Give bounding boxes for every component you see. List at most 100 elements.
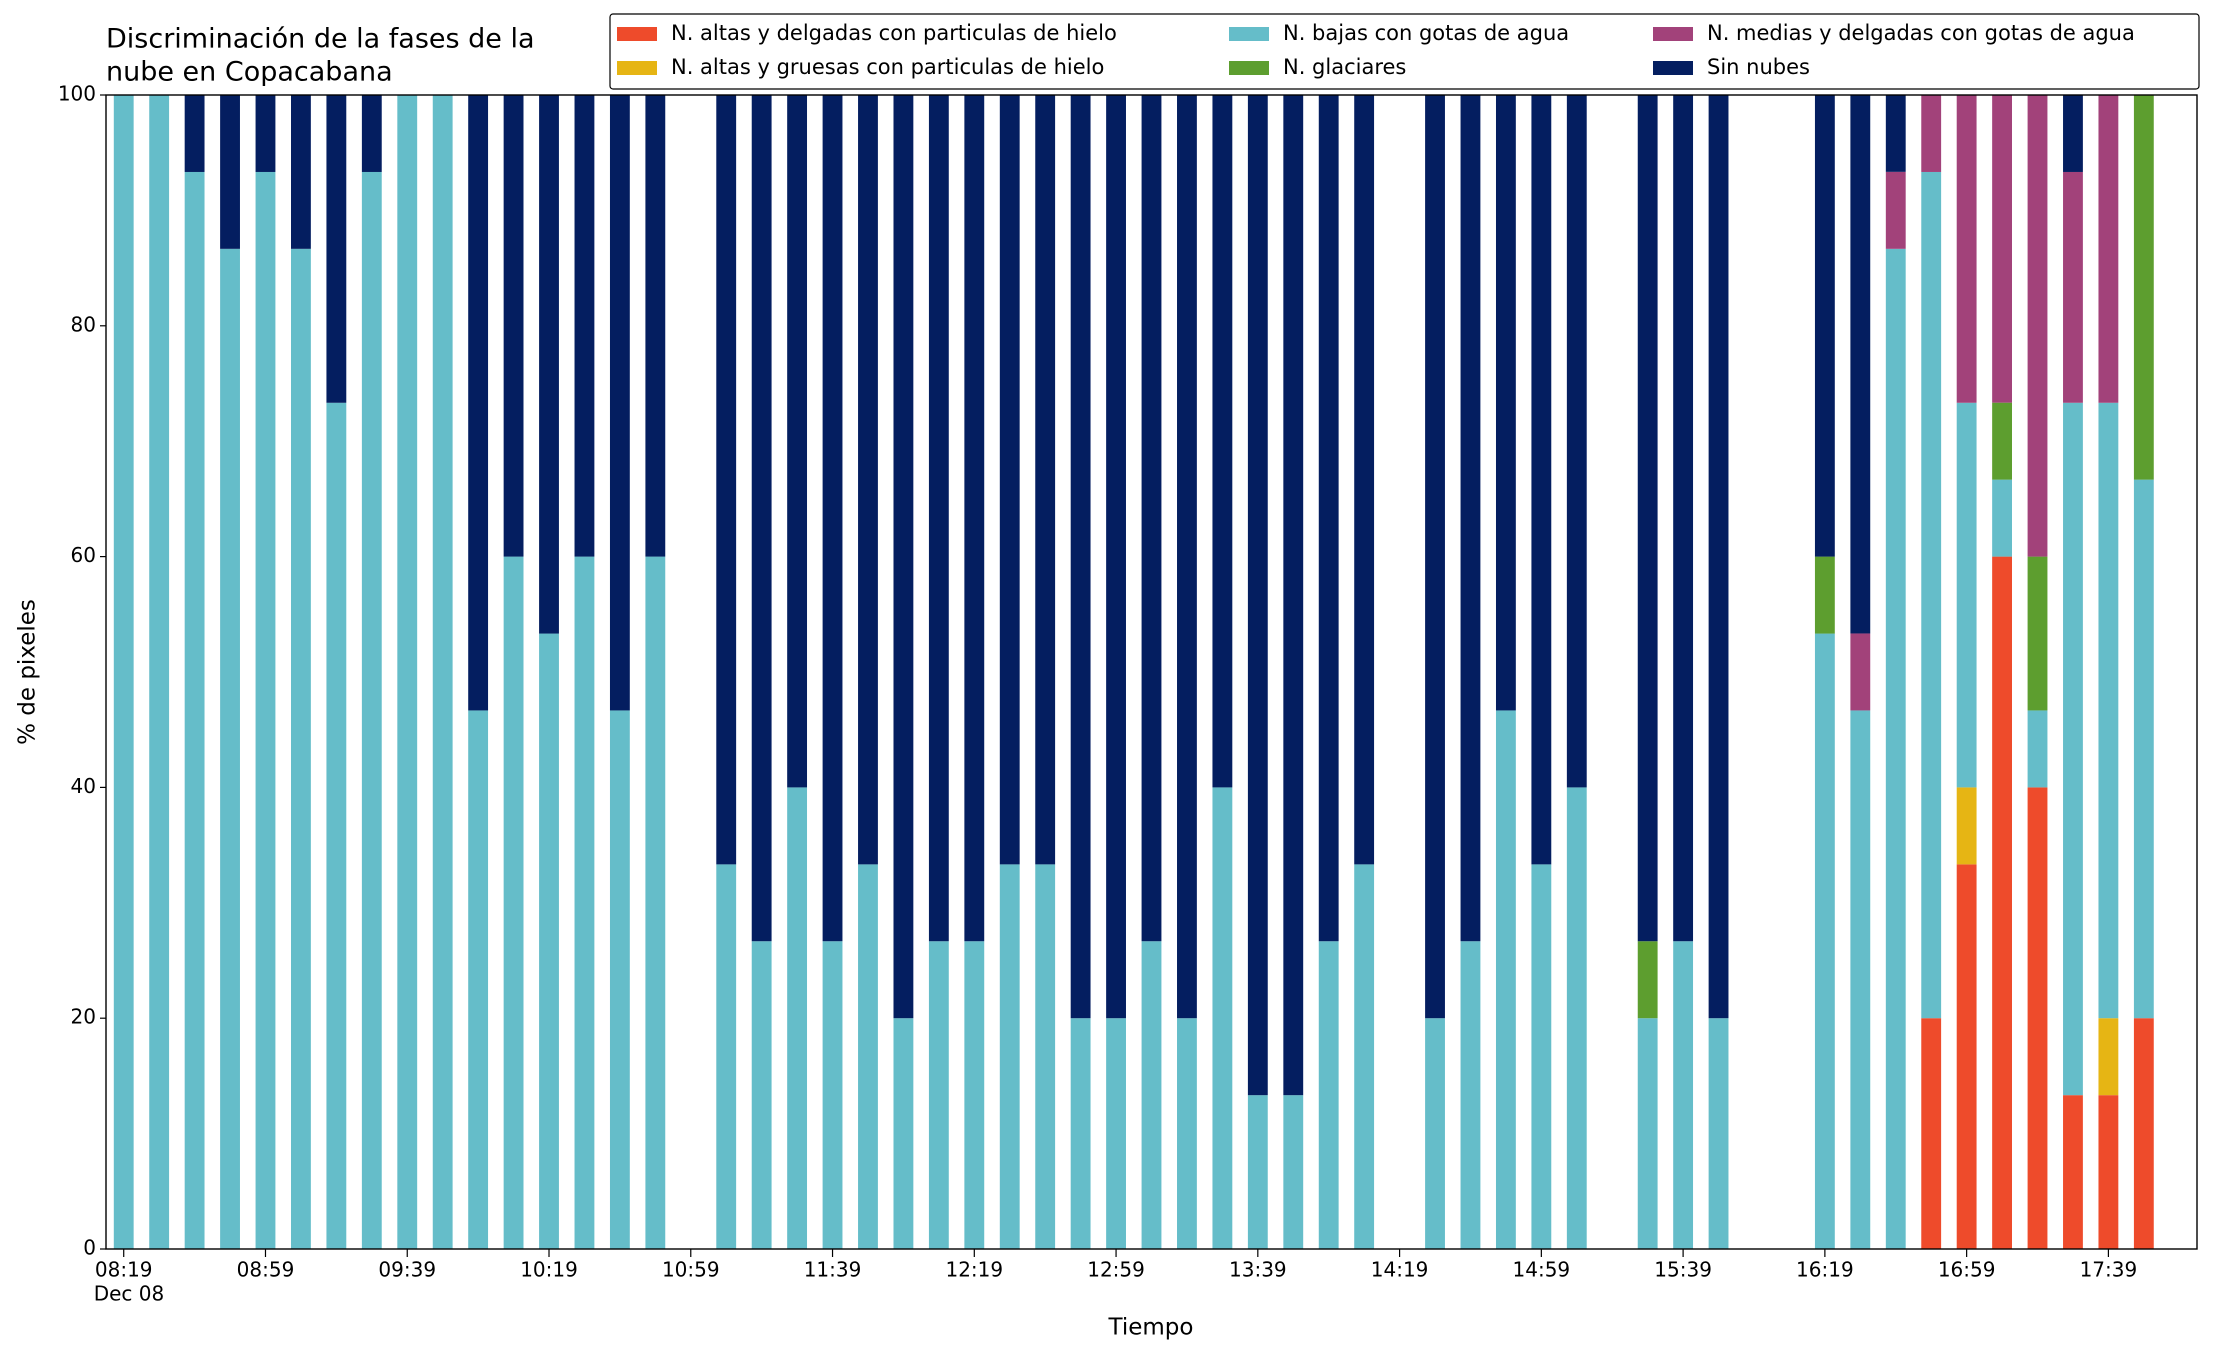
bar-segment [716,864,737,1249]
bar-segment [255,95,276,172]
bar-segment [1035,95,1056,865]
bar-segment [1460,941,1481,1249]
bar-segment [2063,95,2083,172]
bar-segment [1460,95,1481,942]
bar-segment [184,171,205,1249]
bar-segment [822,941,843,1249]
bar-segment [2027,95,2048,557]
x-axis-label: Tiempo [1108,1315,1194,1341]
bar-segment [1354,95,1375,865]
bar-segment [397,95,418,1249]
y-tick-label: 100 [58,82,96,106]
bar-segment [1141,941,1162,1249]
bar-segment [1177,95,1197,1019]
bar-segment [1141,95,1162,942]
x-tick-label: 14:59 [1513,1258,1571,1282]
bar-segment [1992,556,2012,1249]
x-tick-label: 08:59 [237,1258,295,1282]
bar-segment [1637,941,1658,1019]
bar-segment [291,95,311,249]
x-tick-label: 08:19 [95,1258,153,1282]
bar-segment [2098,1018,2119,1096]
bar-segment [1425,95,1445,1019]
bar-segment [1283,1095,1304,1249]
bar-segment [893,1018,914,1249]
bar-segment [787,787,808,1249]
x-tick-label: 11:39 [804,1258,862,1282]
bar-segment [609,95,630,711]
legend-label: N. glaciares [1283,55,1406,79]
bar-segment [1885,248,1906,1250]
bar-segment [1708,95,1729,1019]
bar-segment [1283,95,1304,1096]
bar-segment [1106,95,1126,1019]
legend-swatch [617,27,657,41]
bar-segment [1992,402,2012,480]
bar-segment [1814,95,1835,557]
bar-segment [858,95,878,865]
bar-segment [1318,941,1339,1249]
y-tick-label: 40 [71,774,96,798]
bar-segment [645,556,666,1249]
bar-segment [1354,864,1375,1249]
y-tick-label: 0 [83,1236,96,1260]
bar-segment [2027,556,2048,711]
bar-segment [609,710,630,1249]
bar-segment [2133,479,2154,1019]
bar-segment [1531,95,1552,865]
bar-segment [1921,95,1942,172]
bar-segment [1673,95,1694,942]
bar-segment [574,95,595,557]
bar-segment [361,171,382,1249]
bar-segment [503,95,524,557]
bar-segment [1212,95,1233,788]
bar-segment [291,248,311,1250]
bar-segment [2063,1095,2083,1249]
x-tick-label: 10:19 [520,1258,578,1282]
y-tick-label: 60 [71,543,96,567]
bar-segment [1247,1095,1268,1249]
bar-segment [1637,1018,1658,1249]
y-tick-label: 20 [71,1005,96,1029]
bar-segment [184,95,205,172]
bar-segment [2098,1095,2119,1249]
bar-segment [858,864,878,1249]
bar-segment [716,95,737,865]
bar-segment [1885,94,1906,172]
bar-segment [751,941,772,1249]
x-date-label: Dec 08 [94,1282,165,1306]
x-tick-label: 14:19 [1371,1258,1429,1282]
bar-segment [220,95,240,249]
x-tick-label: 09:39 [378,1258,436,1282]
x-tick-label: 17:39 [2080,1258,2138,1282]
bar-segment [2098,402,2119,1019]
bar-segment [503,556,524,1249]
bar-segment [928,95,949,942]
bar-segment [432,95,453,1249]
bar-segment [1495,95,1516,711]
bar-segment [964,95,985,942]
bar-segment [149,95,170,1249]
x-tick-label: 16:19 [1796,1258,1854,1282]
chart-title: nube en Copacabana [106,57,393,88]
bar-segment [1956,787,1977,865]
x-tick-label: 12:19 [945,1258,1003,1282]
bar-segment [1070,1018,1091,1249]
legend-swatch [1653,27,1693,41]
bar-segment [1673,941,1694,1249]
bar-segment [468,710,489,1249]
bar-segment [964,941,985,1249]
bar-segment [787,95,808,788]
legend-swatch [1653,61,1693,75]
x-tick-label: 12:59 [1087,1258,1145,1282]
bar-segment [822,95,843,942]
bar-segment [999,95,1020,865]
bar-segment [574,556,595,1249]
bar-segment [326,402,347,1249]
legend-label: N. altas y delgadas con particulas de hi… [671,21,1117,45]
legend-label: Sin nubes [1707,55,1810,79]
bar-segment [1885,171,1906,249]
legend-swatch [617,61,657,75]
bar-segment [645,95,666,557]
